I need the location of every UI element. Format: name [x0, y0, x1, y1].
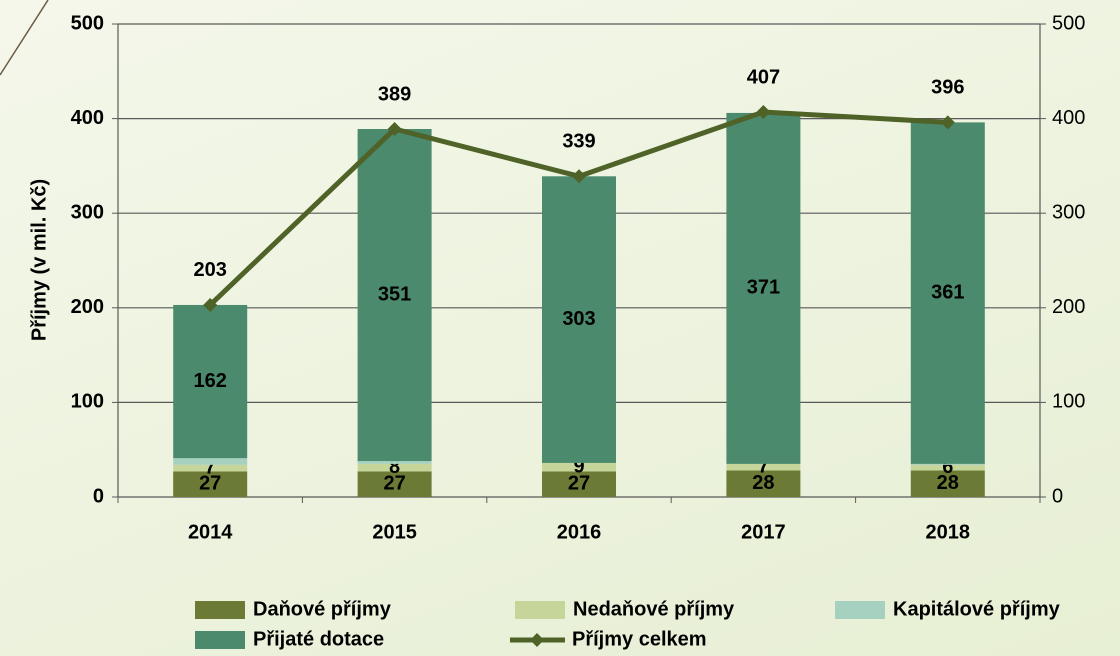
line-marker [756, 104, 771, 119]
data-label: 9 [573, 455, 584, 477]
data-label: 407 [747, 66, 780, 88]
y-tick-label: 400 [71, 107, 104, 129]
data-label: 339 [562, 131, 595, 153]
y-tick-label: 300 [71, 201, 104, 223]
data-label: 389 [378, 83, 411, 105]
y-tick-label: 0 [93, 485, 104, 507]
data-label: 27 [199, 473, 221, 495]
data-label: 396 [931, 77, 964, 99]
legend-label: Daňové příjmy [253, 598, 392, 620]
x-tick-label: 2017 [741, 521, 786, 543]
bar-segment [542, 462, 616, 472]
bar-segment [726, 463, 801, 471]
line-marker [572, 169, 586, 184]
legend-label: Nedaňové příjmy [573, 598, 735, 620]
data-label: 27 [568, 473, 590, 495]
data-label: 27 [383, 473, 405, 495]
y-tick-label: 100 [71, 391, 104, 413]
legend-swatch [835, 601, 885, 619]
data-label: 28 [752, 472, 774, 494]
legend-label: Příjmy celkem [572, 628, 707, 650]
bar-segment [173, 458, 248, 465]
data-label: 203 [194, 259, 227, 281]
bar-segment [542, 471, 616, 497]
x-tick-label: 2016 [557, 521, 602, 543]
bar-segment [542, 176, 616, 463]
y-tick-label: 200 [71, 296, 104, 318]
bar-segment [173, 304, 248, 459]
y2-tick-label: 200 [1052, 296, 1085, 318]
legend-swatch [195, 631, 245, 649]
bar-segment [357, 461, 432, 464]
y-tick-label: 500 [71, 12, 104, 34]
legend-label: Kapitálové příjmy [893, 598, 1061, 620]
y2-tick-label: 0 [1052, 485, 1063, 507]
bar-segment [357, 471, 432, 497]
y2-tick-label: 300 [1052, 201, 1085, 223]
y2-tick-label: 400 [1052, 107, 1085, 129]
x-tick-label: 2015 [372, 521, 417, 543]
bar-segment [173, 464, 248, 472]
decoration [0, 0, 49, 76]
x-tick-label: 2014 [188, 521, 233, 543]
data-label: 303 [562, 308, 595, 330]
bar-segment [910, 470, 985, 497]
legend-marker [530, 633, 544, 647]
y2-tick-label: 500 [1052, 12, 1085, 34]
line-marker [387, 122, 402, 137]
bar-segment [726, 470, 801, 497]
bar-segment [173, 471, 248, 497]
data-label: 351 [378, 283, 411, 305]
line-marker [940, 115, 955, 130]
bar-segment [726, 112, 801, 464]
bar-segment [910, 463, 985, 465]
bar-segment [910, 122, 985, 464]
bar-segment [910, 464, 985, 471]
y2-tick-label: 100 [1052, 391, 1085, 413]
legend-swatch [515, 601, 565, 619]
x-tick-label: 2018 [926, 521, 971, 543]
data-label: 7 [205, 456, 216, 478]
legend-swatch [195, 601, 245, 619]
data-label: 6 [942, 456, 953, 478]
bar-segment [357, 129, 432, 462]
data-label: 361 [931, 281, 964, 303]
bar-segment [357, 463, 432, 472]
line-marker [203, 297, 218, 312]
data-label: 371 [747, 277, 780, 299]
legend-label: Přijaté dotace [253, 628, 384, 650]
data-label: 8 [389, 456, 400, 478]
data-label: 7 [758, 455, 769, 477]
y-axis-label: Příjmy (v mil. Kč) [28, 179, 50, 341]
data-label: 162 [194, 370, 227, 392]
data-label: 28 [937, 472, 959, 494]
